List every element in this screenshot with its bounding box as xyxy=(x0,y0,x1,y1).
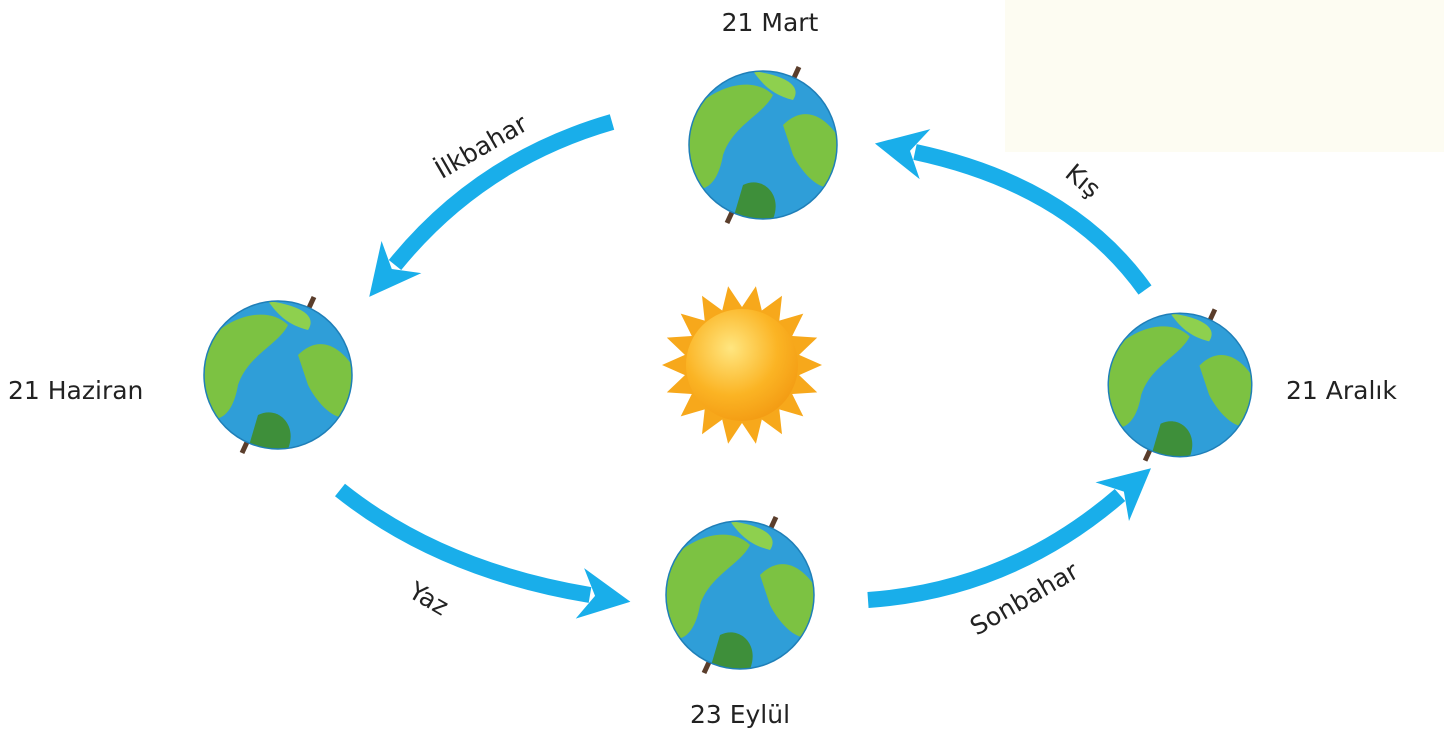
date-label: 21 Haziran xyxy=(8,376,143,405)
season-label: Yaz xyxy=(403,576,453,622)
date-label: 21 Aralık xyxy=(1286,376,1397,405)
season-label: Kış xyxy=(1060,158,1107,204)
sun xyxy=(662,286,822,444)
earth xyxy=(1108,309,1252,460)
diagram: 21 Mart 21 Haziran 23 Eylül 21 Aralık İl… xyxy=(0,0,1444,735)
season-arrow xyxy=(340,490,590,595)
season-label: İlkbahar xyxy=(430,108,533,184)
earth xyxy=(204,297,352,453)
background-patch xyxy=(1005,0,1444,152)
earth xyxy=(689,67,837,223)
page: 21 Mart 21 Haziran 23 Eylül 21 Aralık İl… xyxy=(0,0,1444,735)
date-label: 23 Eylül xyxy=(690,700,790,729)
season-arrow xyxy=(868,495,1120,600)
season-arrow xyxy=(915,152,1145,290)
date-label: 21 Mart xyxy=(722,8,819,37)
earth xyxy=(666,517,814,673)
sun-disc xyxy=(686,309,798,421)
